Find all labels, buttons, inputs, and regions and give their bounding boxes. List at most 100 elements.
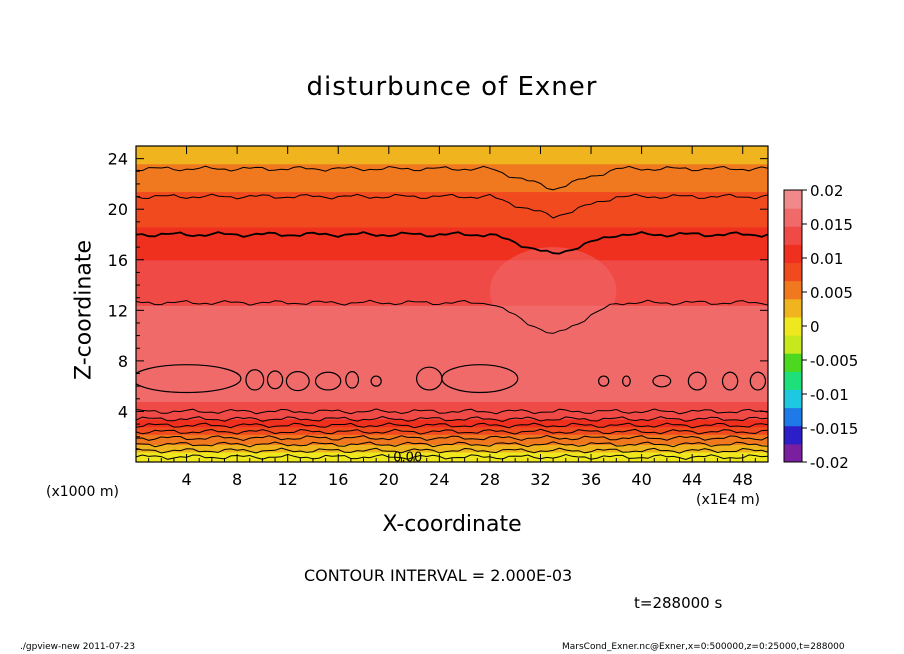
contour-line [136,231,768,255]
time-label: t=288000 s [634,594,723,612]
y-tick-label: 4 [118,402,128,421]
field-band [136,234,768,238]
field-band [136,335,768,339]
x-tick-label: 4 [181,470,191,489]
field-band [136,221,768,225]
field-band [136,360,768,365]
field-band [136,297,768,301]
field-band [136,287,768,291]
x-unit-label: (x1000 m) [46,484,119,500]
field-band [136,247,768,251]
field-band [136,249,768,253]
field-band [136,186,768,190]
contour-line [136,193,768,219]
field-band [136,439,768,443]
x-tick-label: 20 [379,470,399,489]
field-band [136,411,768,415]
field-band [136,406,768,410]
field-band [136,201,768,205]
high-cell-contour [245,369,265,391]
contour-interval-text: CONTOUR INTERVAL = 2.000E-03 [304,566,573,585]
field-band [136,363,768,367]
field-band [136,214,768,218]
field-band [136,148,768,152]
y-tick-label: 8 [118,352,128,371]
colorbar-swatch [784,335,802,354]
field-band [136,168,768,172]
field-band [136,277,768,281]
x-tick-label: 36 [581,470,601,489]
colorbar-swatch [784,244,802,264]
field-band [136,267,768,271]
field-band [136,158,768,162]
field-dip [489,247,617,336]
field-band [136,388,768,392]
field-band [136,282,768,286]
field-band [136,315,768,319]
field-band [136,320,768,324]
high-cell-contour [622,375,631,387]
colorbar-swatch [784,371,802,390]
field-band [136,292,768,296]
field-band [136,426,768,430]
field-band [136,219,768,223]
x-tick-label: 32 [530,470,550,489]
contour-line [136,453,768,461]
y-tick-label: 12 [108,301,128,320]
field-band [136,216,768,220]
field-band [136,328,768,332]
field-band [136,345,768,349]
field-band [136,330,768,334]
field-band [136,340,768,344]
field-band [136,365,768,370]
field-band [136,244,768,248]
field-band [136,322,768,327]
field-band [136,290,768,294]
colorbar-swatch [784,190,802,209]
field-layer: 0.00 [136,146,768,462]
colorbar-swatch [784,262,802,282]
y-axis-label: Z-coordinate [71,240,97,380]
field-band [136,348,768,352]
field-band [136,269,768,273]
y-tick-label: 16 [108,251,128,270]
field-band [136,358,768,362]
high-cell-contour [136,364,242,394]
contour-line [136,299,768,334]
field-band [136,393,768,397]
colorbar-swatch [784,407,802,427]
colorbar-swatch [784,280,802,300]
field-band [136,191,768,195]
field-band [136,413,768,418]
field-band [136,353,768,357]
colorbar-label: -0.015 [810,420,858,438]
chart-title: disturbunce of Exner [306,72,598,102]
field-band [136,209,768,213]
field-band [136,259,768,263]
colorbar-swatch [784,208,802,227]
field-band [136,274,768,279]
colorbar-swatch [784,353,802,372]
y-tick-label: 20 [108,200,128,219]
colorbar-swatch [784,226,802,245]
contour-line [136,422,768,429]
field-band [136,237,768,241]
high-cell-contour [266,370,284,390]
field-band [136,171,768,175]
field-band [136,305,768,309]
colorbar-swatch [784,425,802,445]
contour-line [136,434,768,442]
x-tick-label: 28 [480,470,500,489]
x-axis-label: X-coordinate [382,512,522,537]
field-band [136,226,768,231]
field-band [136,163,768,167]
field-band [136,254,768,258]
footer-right: MarsCond_Exner.nc@Exner,x=0:500000,z=0:2… [562,642,845,652]
contour-line [136,165,768,191]
field-band [136,391,768,395]
field-band [136,454,768,458]
field-band [136,403,768,407]
field-band [136,151,768,155]
field-band [136,295,768,299]
